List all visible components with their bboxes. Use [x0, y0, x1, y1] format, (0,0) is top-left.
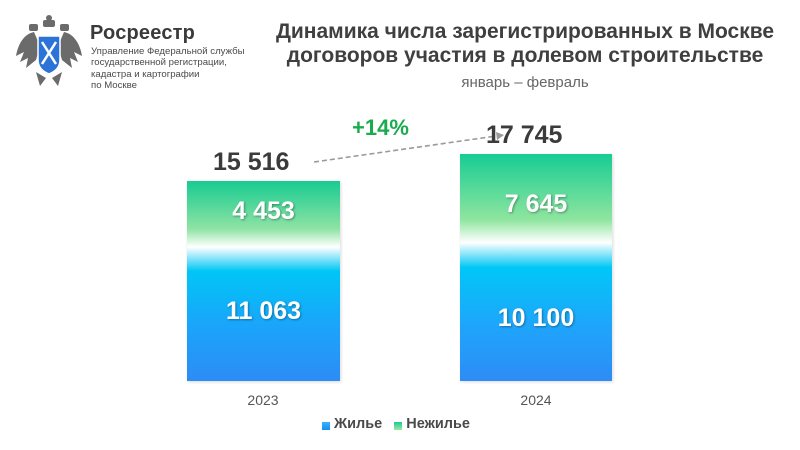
- bar-label-residential-2023: 11 063: [225, 297, 302, 325]
- chart-title: Динамика числа зарегистрированных в Моск…: [250, 20, 800, 68]
- org-name: Росреестр: [90, 22, 196, 44]
- org-description-line: Управление Федеральной службы: [91, 46, 245, 57]
- legend-label: Нежилье: [406, 416, 470, 432]
- chart-title-line: договоров участия в долевом строительств…: [286, 44, 764, 67]
- legend-label: Жилье: [334, 416, 383, 432]
- legend-swatch-nonresidential-icon: [394, 421, 403, 430]
- growth-annotation: +14%: [352, 115, 409, 140]
- chart-title-line: Динамика числа зарегистрированных в Моск…: [275, 20, 775, 43]
- legend-swatch-residential-icon: [322, 421, 330, 430]
- bar-2023: 4 453 11 063: [187, 181, 340, 381]
- eagle-emblem-icon: [16, 15, 82, 86]
- bar-2024: 7 645 10 100: [460, 154, 612, 381]
- bar-label-nonresidential-2024: 7 645: [504, 190, 568, 218]
- dashed-arrow-icon: [313, 132, 504, 163]
- total-2024: 17 745: [486, 121, 563, 149]
- x-tick-2024: 2024: [520, 392, 552, 408]
- bar-label-nonresidential-2023: 4 453: [232, 197, 295, 225]
- org-description-line: государственной регистрации,: [91, 57, 227, 69]
- org-description-line: кадастра и картографии: [91, 68, 200, 80]
- chart-legend: Жилье Нежилье: [322, 416, 482, 432]
- legend-item-residential: Жилье: [322, 416, 382, 432]
- org-description-line: по Москве: [91, 80, 137, 92]
- x-tick-2023: 2023: [247, 392, 279, 408]
- total-2023: 15 516: [213, 148, 290, 176]
- org-description: Управление Федеральной службы государств…: [91, 46, 261, 92]
- bar-label-residential-2024: 10 100: [497, 304, 575, 332]
- legend-item-nonresidential: Нежилье: [394, 416, 470, 432]
- chart-subtitle: январь – февраль: [461, 74, 589, 91]
